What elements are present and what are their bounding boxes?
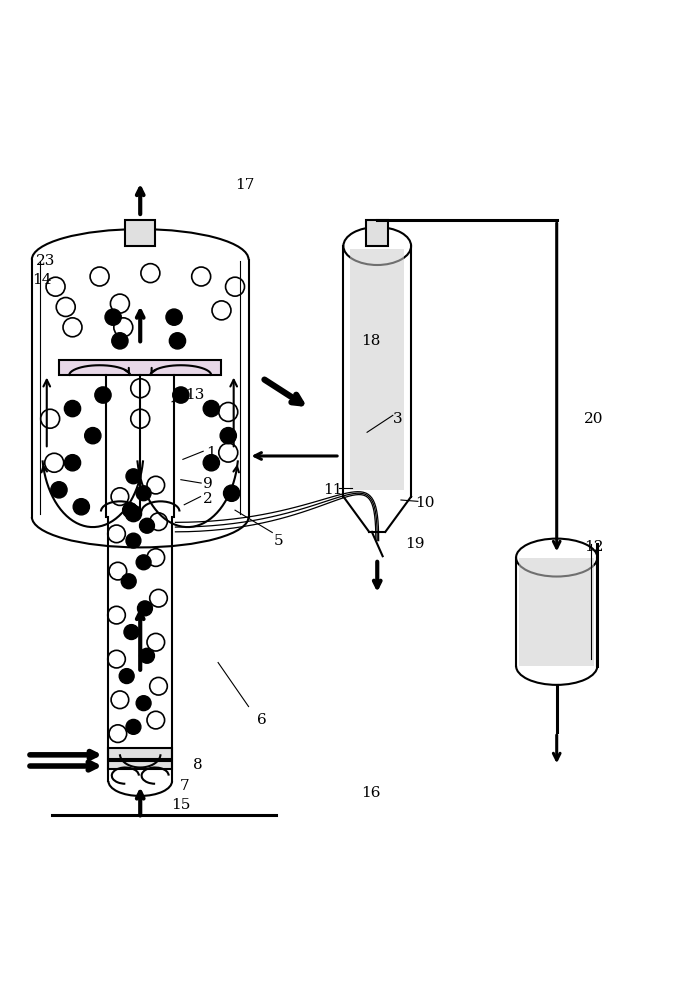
Circle shape — [51, 482, 67, 498]
Text: 13: 13 — [185, 388, 204, 402]
Circle shape — [73, 499, 90, 515]
Circle shape — [136, 696, 151, 711]
Circle shape — [224, 485, 240, 501]
Bar — [350, 249, 405, 490]
Circle shape — [105, 309, 121, 325]
Circle shape — [137, 601, 152, 616]
Bar — [108, 748, 172, 759]
Bar — [520, 558, 594, 666]
Text: 3: 3 — [393, 412, 403, 426]
Circle shape — [166, 309, 182, 325]
Circle shape — [139, 648, 154, 663]
Text: 16: 16 — [360, 786, 380, 800]
Circle shape — [65, 455, 81, 471]
Text: 18: 18 — [361, 334, 380, 348]
Circle shape — [136, 555, 151, 570]
Text: 1: 1 — [207, 446, 216, 460]
Circle shape — [122, 503, 137, 518]
Circle shape — [203, 400, 220, 417]
Bar — [59, 360, 222, 375]
Text: 15: 15 — [171, 798, 190, 812]
Text: 17: 17 — [235, 178, 255, 192]
Bar — [367, 220, 388, 246]
Circle shape — [112, 333, 128, 349]
Circle shape — [119, 669, 134, 684]
Circle shape — [169, 333, 186, 349]
Text: 19: 19 — [405, 537, 424, 551]
Circle shape — [126, 719, 141, 734]
Text: 23: 23 — [36, 254, 55, 268]
Bar — [125, 220, 156, 246]
Circle shape — [65, 400, 81, 417]
Circle shape — [124, 625, 139, 640]
Text: 9: 9 — [203, 477, 213, 491]
Bar — [108, 761, 172, 769]
Circle shape — [136, 486, 151, 501]
Circle shape — [95, 387, 111, 403]
Circle shape — [139, 518, 154, 533]
Text: 6: 6 — [257, 713, 267, 727]
Text: 2: 2 — [203, 492, 213, 506]
Circle shape — [85, 428, 101, 444]
Circle shape — [203, 455, 220, 471]
Text: 11: 11 — [324, 483, 343, 497]
Circle shape — [125, 505, 141, 522]
Text: 14: 14 — [32, 273, 52, 287]
Circle shape — [220, 428, 237, 444]
Circle shape — [126, 469, 141, 484]
Text: 8: 8 — [193, 758, 203, 772]
Text: 10: 10 — [415, 496, 435, 510]
Circle shape — [173, 387, 189, 403]
Text: 5: 5 — [274, 534, 284, 548]
Text: 12: 12 — [584, 540, 604, 554]
Circle shape — [121, 574, 136, 589]
Circle shape — [126, 533, 141, 548]
Text: 20: 20 — [584, 412, 604, 426]
Text: 7: 7 — [180, 779, 189, 793]
